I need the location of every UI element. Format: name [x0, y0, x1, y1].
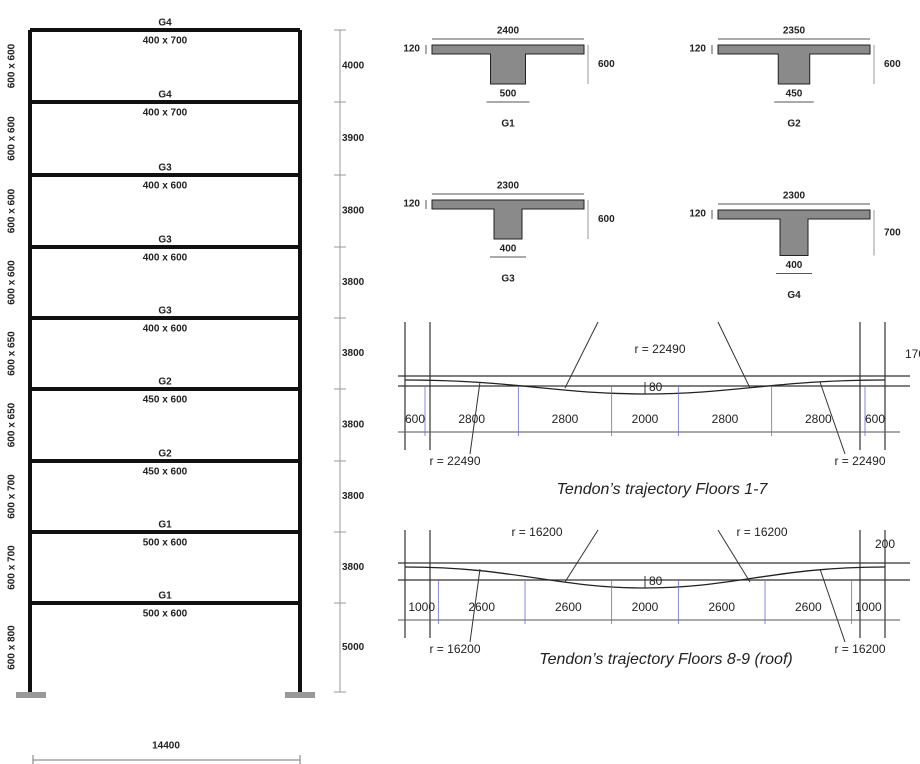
support [16, 692, 46, 698]
span-dimension: 2800 [712, 412, 739, 426]
caption: Tendon’s trajectory Floors 8-9 (roof) [539, 651, 792, 668]
web-width: 450 [786, 89, 803, 100]
web-width: 400 [500, 244, 517, 255]
span-dimension: 2800 [458, 412, 485, 426]
section-name: G1 [501, 119, 515, 130]
story-height: 3800 [342, 348, 365, 359]
beam-size: 500 x 600 [143, 609, 188, 620]
beam-name: G1 [158, 591, 172, 602]
flange-thickness: 120 [689, 209, 706, 220]
drawing: G4 400 x 700 G4 400 x 700 G3 400 x 600 G3 400 x… [0, 0, 920, 764]
column-size: 600 x 650 [7, 331, 18, 376]
web-width: 400 [786, 260, 803, 271]
section-width: 2400 [497, 26, 520, 37]
column-size: 600 x 700 [7, 474, 18, 519]
beam-name: G4 [158, 90, 172, 101]
span-dimension: 2600 [555, 600, 582, 614]
support [285, 692, 315, 698]
t-section [718, 45, 870, 84]
column-size: 600 x 600 [7, 43, 18, 88]
story-height: 3800 [342, 491, 365, 502]
span: 14400 [152, 741, 180, 752]
section-depth: 600 [884, 59, 901, 70]
caption: Tendon’s trajectory Floors 1-7 [557, 481, 769, 498]
section-depth: 700 [884, 227, 901, 238]
span-dimension: 2800 [552, 412, 579, 426]
line [565, 530, 598, 582]
section-width: 2350 [783, 26, 806, 37]
span-dimension: 2600 [708, 600, 735, 614]
beam-size: 450 x 600 [143, 467, 188, 478]
span-dimension: 2800 [805, 412, 832, 426]
t-section [432, 200, 584, 239]
section-name: G4 [787, 290, 801, 301]
flange-thickness: 120 [689, 44, 706, 55]
section-depth: 600 [598, 214, 615, 225]
beam-name: G4 [158, 18, 172, 29]
column-size: 600 x 700 [7, 545, 18, 590]
line [718, 322, 750, 388]
radius-label: r = 16200 [429, 642, 480, 656]
span-dimension: 2000 [632, 600, 659, 614]
beam-name: G2 [158, 377, 172, 388]
section-name: G2 [787, 119, 801, 130]
story-height: 3800 [342, 206, 365, 217]
section-width: 2300 [783, 191, 806, 202]
beam-size: 400 x 700 [143, 36, 188, 47]
beam-size: 400 x 600 [143, 324, 188, 335]
radius-label: r = 22490 [634, 342, 685, 356]
beam-size: 400 x 600 [143, 253, 188, 264]
story-height: 3800 [342, 420, 365, 431]
story-height: 3800 [342, 562, 365, 573]
radius-label: r = 16200 [511, 525, 562, 539]
beam-size: 450 x 600 [143, 395, 188, 406]
column-size: 600 x 600 [7, 260, 18, 305]
span-dimension: 600 [405, 412, 425, 426]
column-size: 600 x 650 [7, 402, 18, 447]
column-size: 600 x 600 [7, 116, 18, 161]
beam-size: 400 x 600 [143, 181, 188, 192]
story-height: 3800 [342, 277, 365, 288]
t-section [718, 210, 870, 256]
t-section [432, 45, 584, 84]
beam-name: G3 [158, 235, 172, 246]
edge-height: 200 [875, 537, 895, 551]
story-height: 5000 [342, 642, 365, 653]
section-name: G3 [501, 274, 515, 285]
web-width: 500 [500, 89, 517, 100]
span-dimension: 2600 [468, 600, 495, 614]
beam-name: G3 [158, 163, 172, 174]
column-size: 600 x 800 [7, 625, 18, 670]
sag: 80 [649, 574, 663, 588]
span-dimension: 1000 [855, 600, 882, 614]
beam-size: 400 x 700 [143, 108, 188, 119]
radius-label: r = 22490 [429, 454, 480, 468]
edge-height: 170 [905, 347, 920, 361]
sag: 80 [649, 380, 663, 394]
beam-name: G1 [158, 520, 172, 531]
span-dimension: 600 [865, 412, 885, 426]
span-dimension: 2000 [632, 412, 659, 426]
section-width: 2300 [497, 181, 520, 192]
beam-name: G2 [158, 449, 172, 460]
beam-size: 500 x 600 [143, 538, 188, 549]
column-size: 600 x 600 [7, 188, 18, 233]
span-dimension: 2600 [795, 600, 822, 614]
radius-label: r = 22490 [834, 454, 885, 468]
flange-thickness: 120 [403, 199, 420, 210]
story-height: 3900 [342, 133, 365, 144]
flange-thickness: 120 [403, 44, 420, 55]
section-depth: 600 [598, 59, 615, 70]
radius-label: r = 16200 [736, 525, 787, 539]
span-dimension: 1000 [408, 600, 435, 614]
beam-name: G3 [158, 306, 172, 317]
line [565, 322, 598, 388]
radius-label: r = 16200 [834, 642, 885, 656]
story-height: 4000 [342, 61, 365, 72]
